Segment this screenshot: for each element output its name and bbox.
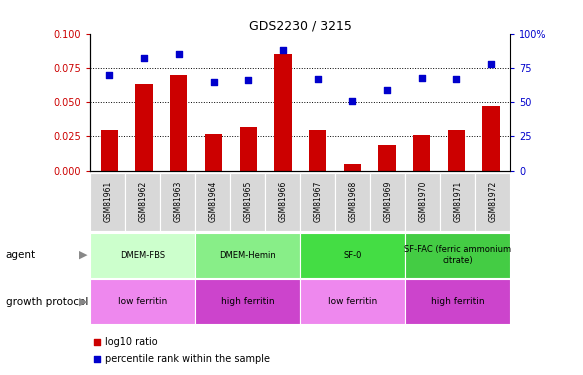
Text: SF-FAC (ferric ammonium
citrate): SF-FAC (ferric ammonium citrate) [404, 245, 511, 265]
Bar [405, 232, 510, 278]
Title: GDS2230 / 3215: GDS2230 / 3215 [249, 20, 352, 33]
Point [452, 76, 461, 82]
Point [486, 61, 496, 67]
Text: GSM81967: GSM81967 [313, 181, 322, 222]
Text: ▶: ▶ [79, 297, 87, 307]
Bar [335, 172, 370, 231]
Bar [240, 127, 257, 171]
Text: GSM81965: GSM81965 [243, 181, 252, 222]
Point [313, 76, 322, 82]
Bar [413, 135, 430, 171]
Point [209, 79, 218, 85]
Text: GSM81961: GSM81961 [103, 181, 113, 222]
Point [347, 98, 357, 104]
Bar [370, 172, 405, 231]
Bar [300, 279, 405, 324]
Bar [195, 172, 230, 231]
Text: GSM81969: GSM81969 [383, 181, 392, 222]
Text: GSM81972: GSM81972 [488, 181, 497, 222]
Bar [125, 172, 160, 231]
Bar [309, 130, 326, 171]
Bar [230, 172, 265, 231]
Bar [440, 172, 475, 231]
Text: percentile rank within the sample: percentile rank within the sample [105, 354, 270, 364]
Point [139, 56, 149, 62]
Text: high ferritin: high ferritin [431, 297, 484, 306]
Point [417, 75, 426, 81]
Text: GSM81971: GSM81971 [453, 181, 462, 222]
Bar [343, 164, 361, 171]
Bar [475, 172, 510, 231]
Bar [265, 172, 300, 231]
Bar [195, 232, 300, 278]
Bar [405, 172, 440, 231]
Text: ▶: ▶ [79, 250, 87, 260]
Text: log10 ratio: log10 ratio [105, 337, 157, 347]
Bar [378, 145, 396, 171]
Text: agent: agent [6, 250, 36, 260]
Bar [300, 232, 405, 278]
Bar [90, 232, 195, 278]
Text: growth protocol: growth protocol [6, 297, 88, 307]
Text: GSM81966: GSM81966 [278, 181, 287, 222]
Bar [448, 130, 465, 171]
Bar [101, 130, 118, 171]
Point [278, 47, 287, 53]
Bar [274, 54, 292, 171]
Text: low ferritin: low ferritin [118, 297, 167, 306]
Point [92, 356, 101, 362]
Bar [195, 279, 300, 324]
Bar [300, 172, 335, 231]
Bar [135, 84, 153, 171]
Point [382, 87, 392, 93]
Bar [205, 134, 222, 171]
Text: GSM81964: GSM81964 [208, 181, 217, 222]
Text: low ferritin: low ferritin [328, 297, 377, 306]
Point [92, 339, 101, 345]
Text: GSM81962: GSM81962 [138, 181, 147, 222]
Point [174, 51, 184, 57]
Point [244, 77, 253, 83]
Bar [405, 279, 510, 324]
Text: DMEM-FBS: DMEM-FBS [120, 251, 166, 260]
Point [105, 72, 114, 78]
Bar [482, 106, 500, 171]
Text: GSM81970: GSM81970 [418, 181, 427, 222]
Text: DMEM-Hemin: DMEM-Hemin [219, 251, 276, 260]
Text: GSM81968: GSM81968 [348, 181, 357, 222]
Text: high ferritin: high ferritin [221, 297, 275, 306]
Bar [90, 279, 195, 324]
Text: SF-0: SF-0 [343, 251, 362, 260]
Bar [160, 172, 195, 231]
Text: GSM81963: GSM81963 [173, 181, 182, 222]
Bar [170, 75, 188, 171]
Bar [90, 172, 125, 231]
